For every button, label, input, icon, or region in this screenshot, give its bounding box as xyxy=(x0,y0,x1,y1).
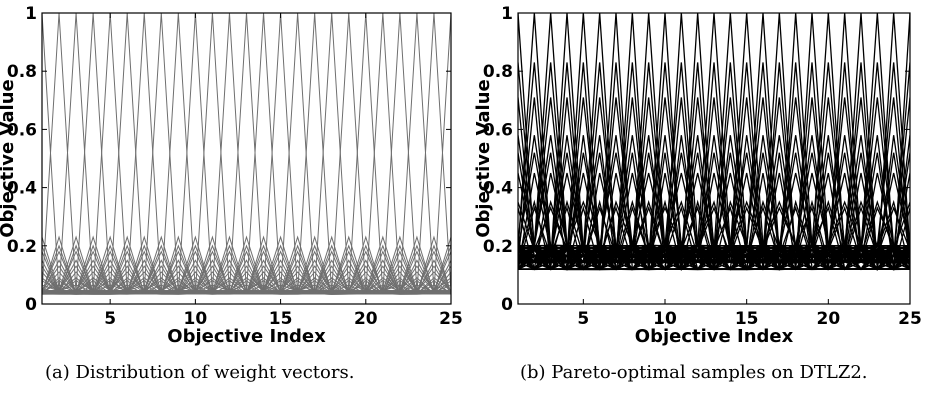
series-lines-b xyxy=(518,13,910,271)
y-axis-label-a: Objective Value xyxy=(0,79,18,238)
y-tick-label-b-4: 0.8 xyxy=(483,62,513,82)
y-tick-label-a-4: 0.8 xyxy=(7,62,37,82)
y-tick-label-a-1: 0.2 xyxy=(7,237,37,257)
x-tick-label-a-4: 25 xyxy=(439,309,463,329)
caption-a: (a) Distribution of weight vectors. xyxy=(45,362,355,383)
series-lines-a xyxy=(42,13,451,295)
x-tick-label-a-1: 10 xyxy=(184,309,208,329)
x-tick-label-b-0: 5 xyxy=(577,309,589,329)
series-line-a-252 xyxy=(42,292,451,295)
y-tick-label-b-5: 1 xyxy=(501,4,513,24)
y-tick-label-a-2: 0.4 xyxy=(7,179,37,199)
series-line-b-208 xyxy=(518,254,910,257)
y-tick-label-a-3: 0.6 xyxy=(7,120,37,140)
x-tick-label-b-4: 25 xyxy=(898,309,922,329)
y-tick-label-a-0: 0 xyxy=(25,295,37,315)
y-axis-label-b: Objective Value xyxy=(473,79,494,238)
y-tick-label-b-1: 0.2 xyxy=(483,237,513,257)
x-tick-label-a-2: 15 xyxy=(269,309,293,329)
series-line-a-255 xyxy=(42,291,451,294)
y-tick-label-b-2: 0.4 xyxy=(483,179,513,199)
plot-frame-b xyxy=(517,12,911,305)
series-line-b-202 xyxy=(518,267,910,271)
x-tick-label-b-3: 20 xyxy=(816,309,840,329)
x-axis-label-b: Objective Index xyxy=(635,326,794,347)
x-tick-label-b-1: 10 xyxy=(653,309,677,329)
series-line-b-205 xyxy=(518,260,910,264)
caption-b: (b) Pareto-optimal samples on DTLZ2. xyxy=(520,362,868,383)
y-tick-label-a-5: 1 xyxy=(25,4,37,24)
series-line-b-211 xyxy=(518,249,910,252)
series-line-b-214 xyxy=(518,244,910,248)
plot-frame-a xyxy=(41,12,452,305)
x-tick-label-a-3: 20 xyxy=(354,309,378,329)
y-tick-label-b-0: 0 xyxy=(501,295,513,315)
series-line-a-258 xyxy=(42,289,451,292)
x-tick-label-b-2: 15 xyxy=(735,309,759,329)
x-tick-label-a-0: 5 xyxy=(104,309,116,329)
x-axis-label-a: Objective Index xyxy=(167,326,326,347)
y-tick-label-b-3: 0.6 xyxy=(483,120,513,140)
